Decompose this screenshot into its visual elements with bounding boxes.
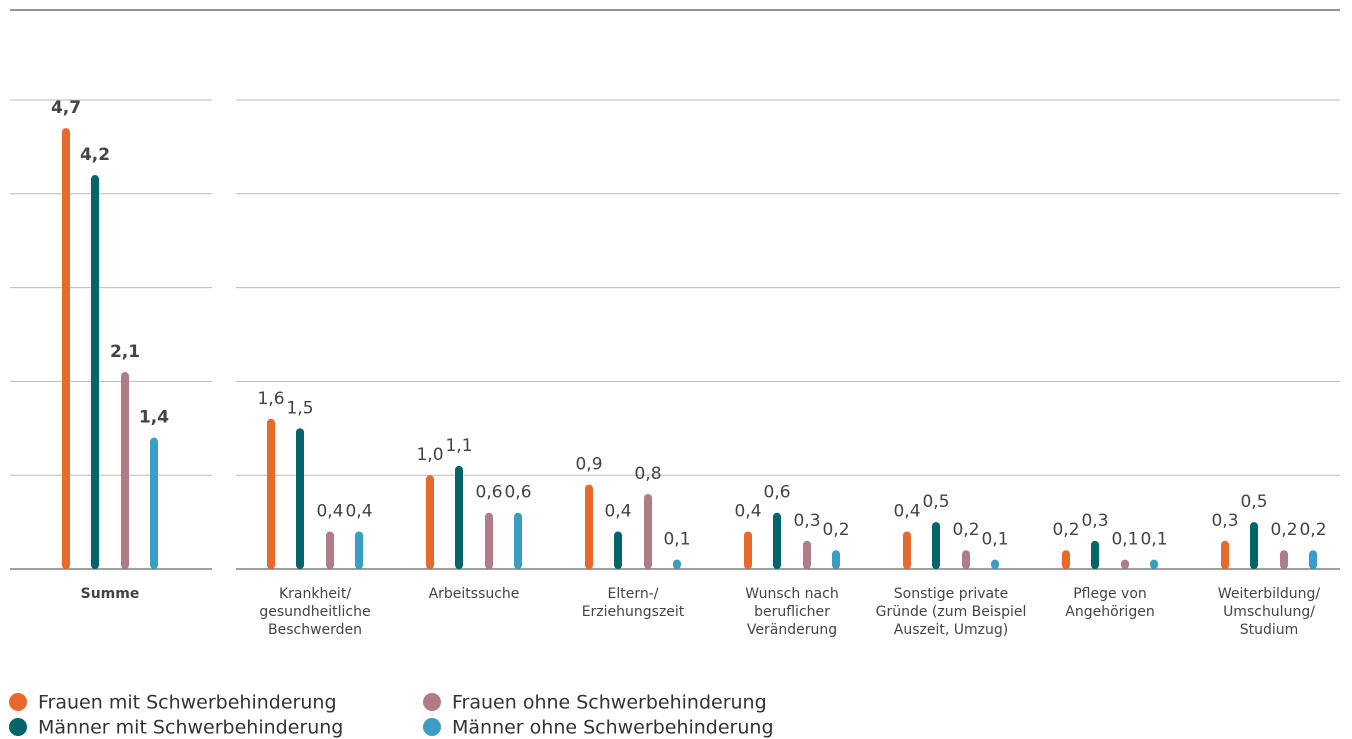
bar [832,550,840,569]
bar [962,550,970,569]
bar [585,484,593,569]
bar [1091,540,1099,569]
value-label: 0,2 [952,520,979,540]
x-tick-label-line: Erziehungszeit [582,604,685,620]
value-label: 0,6 [475,483,502,503]
value-label: 0,3 [1081,511,1108,531]
value-label: 1,0 [416,445,443,465]
x-tick-label: Wunsch nach beruflicher Veränderung [745,586,838,638]
bar [1280,550,1288,569]
value-label: 0,5 [1240,492,1267,512]
value-label: 0,2 [1052,520,1079,540]
x-tick-label-line: Wunsch nach [745,586,838,602]
legend-label: Männer mit Schwerbehinderung [38,717,343,739]
bar [91,175,99,570]
value-label: 0,4 [734,501,761,521]
value-label: 4,2 [80,145,110,165]
value-label: 1,4 [139,408,169,428]
x-tick-label-line: Beschwerden [268,622,362,638]
value-label: 0,3 [1211,511,1238,531]
bar [150,437,158,569]
bar [1221,540,1229,569]
value-label: 0,2 [1299,520,1326,540]
bar [326,531,334,569]
value-label: 0,1 [1111,530,1138,550]
bar [932,522,940,569]
legend-label: Frauen mit Schwerbehinderung [38,692,337,714]
bar [1150,559,1158,569]
value-label: 0,1 [1140,530,1167,550]
x-tick-label: Summe [81,586,140,602]
bar [426,475,434,569]
bar [121,372,129,569]
bar [991,559,999,569]
bar [62,128,70,569]
x-tick-label-line: Arbeitssuche [429,586,520,602]
bar [1250,522,1258,569]
x-tick-label: Krankheit/gesundheitliche Beschwerden [259,586,370,638]
value-label: 0,1 [663,530,690,550]
bar [644,493,652,569]
bar [267,418,275,569]
x-tick-label-line: beruflicher [754,604,830,620]
x-tick-label: Arbeitssuche [429,586,520,602]
legend-swatch [423,718,441,736]
bar [355,531,363,569]
x-tick-label: Pflege von Angehörigen [1065,586,1154,620]
value-label: 0,4 [345,501,372,521]
x-tick-label: Eltern-/ Erziehungszeit [582,586,685,620]
legend-label: Männer ohne Schwerbehinderung [452,717,774,739]
bar [1121,559,1129,569]
bar [773,512,781,569]
x-tick-label: Weiterbildung/Umschulung/Studium [1218,586,1321,638]
value-label: 1,1 [445,436,472,456]
bar [744,531,752,569]
x-tick-label-line: Weiterbildung/ [1218,586,1321,602]
x-tick-label-line: Auszeit, Umzug) [894,622,1008,638]
bar [803,540,811,569]
bar [485,512,493,569]
x-tick-label-line: Pflege von [1073,586,1147,602]
legend-swatch [423,693,441,711]
value-label: 0,2 [1270,520,1297,540]
value-label: 0,9 [575,455,602,475]
x-tick-label-line: Summe [81,586,140,602]
value-label: 0,3 [793,511,820,531]
bar [1062,550,1070,569]
x-tick-label-line: Gründe (zum Beispiel [876,604,1027,620]
bar [296,428,304,569]
value-label: 1,6 [257,389,284,409]
bar [1309,550,1317,569]
value-label: 0,6 [763,483,790,503]
x-tick-label: Sonstige private Gründe (zum Beispiel Ausz… [876,586,1027,638]
legend-swatch [9,693,27,711]
value-label: 0,4 [604,501,631,521]
value-label: 2,1 [110,342,140,362]
legend-swatch [9,718,27,736]
bar [455,465,463,569]
bar [514,512,522,569]
value-label: 0,5 [922,492,949,512]
bar [614,531,622,569]
bar [903,531,911,569]
x-tick-label-line: Eltern-/ [608,586,659,602]
value-label: 0,8 [634,464,661,484]
x-tick-label-line: Sonstige private [894,586,1008,602]
value-label: 0,4 [893,501,920,521]
x-tick-label-line: Studium [1240,622,1299,638]
value-label: 4,7 [51,98,81,118]
bar [673,559,681,569]
value-label: 0,2 [822,520,849,540]
value-label: 0,6 [504,483,531,503]
value-label: 0,1 [981,530,1008,550]
x-tick-label-line: Krankheit/ [279,586,351,602]
value-label: 0,4 [316,501,343,521]
value-label: 1,5 [286,398,313,418]
x-tick-label-line: Umschulung/ [1223,604,1315,620]
x-tick-label-line: Veränderung [747,622,837,638]
x-tick-label-line: Angehörigen [1065,604,1154,620]
x-tick-label-line: gesundheitliche [259,604,370,620]
legend-label: Frauen ohne Schwerbehinderung [452,692,767,714]
